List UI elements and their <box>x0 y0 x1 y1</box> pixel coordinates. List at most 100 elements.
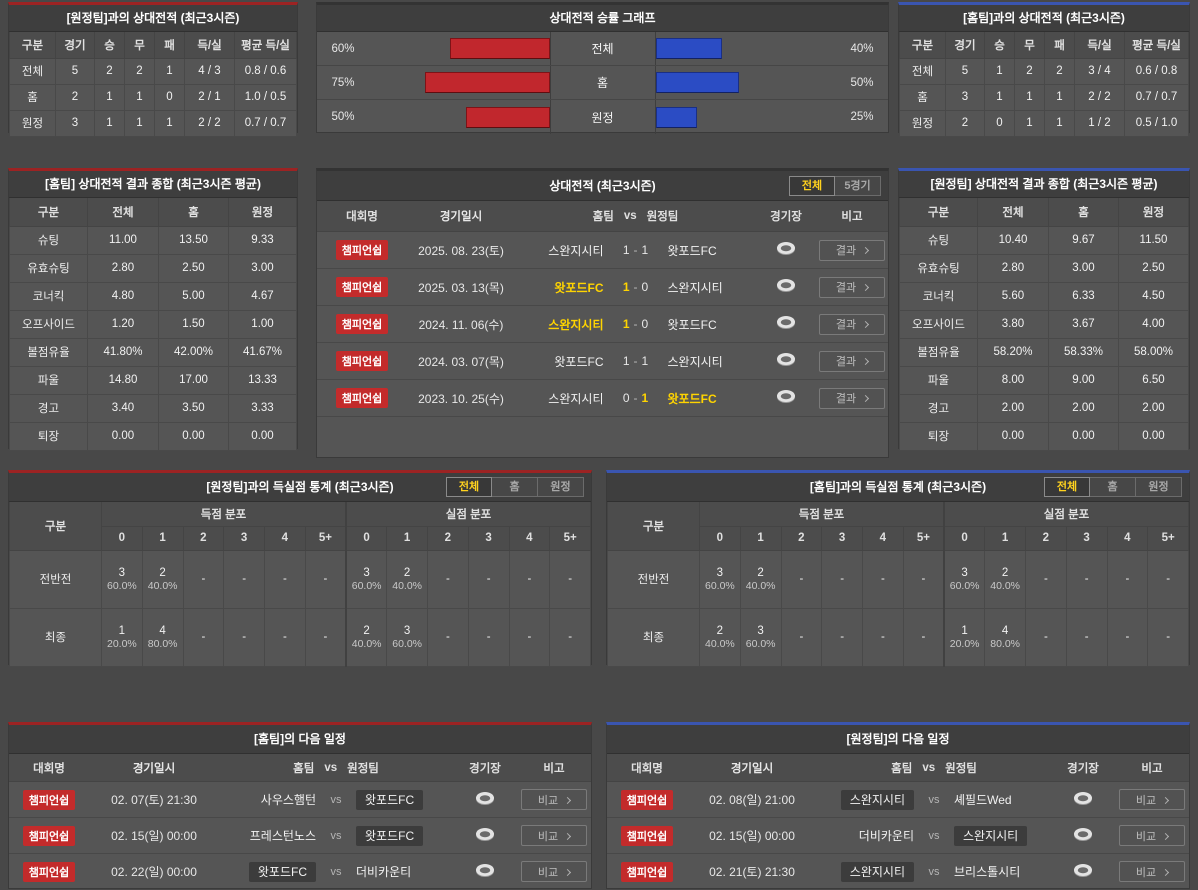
league-cell: 챔피언쉽 <box>9 861 89 882</box>
bin-header: 5+ <box>1147 526 1189 551</box>
stadium-icon[interactable] <box>775 352 797 367</box>
compare-button[interactable]: 비교 <box>1119 825 1185 846</box>
chart-category-label: 홈 <box>596 76 609 90</box>
row-label: 유효슈팅 <box>9 253 88 283</box>
goal-dist-cell: - <box>862 607 904 667</box>
row-label: 오프사이드 <box>9 309 88 339</box>
away-team: 왓포드FC <box>667 391 717 406</box>
stadium-icon[interactable] <box>775 241 797 256</box>
stat-value: 0.00 <box>977 421 1049 451</box>
stadium-icon[interactable] <box>775 389 797 404</box>
bin-header: 0 <box>699 526 741 551</box>
col-header: 득/실 <box>1074 32 1125 59</box>
col-group-conceded: 실점 분포 <box>345 502 591 527</box>
stat-value: 8.00 <box>977 365 1049 395</box>
match-date: 2024. 03. 07(목) <box>418 354 504 369</box>
tab-home[interactable]: 홈 <box>492 477 538 497</box>
stadium-icon[interactable] <box>775 315 797 330</box>
col-header: 구분 <box>899 198 978 227</box>
tab-all[interactable]: 전체 <box>446 477 492 497</box>
away-team-wrap: 더비카운티 <box>356 863 453 880</box>
stadium-icon[interactable] <box>775 278 797 293</box>
stat-value: 6.50 <box>1118 365 1189 395</box>
result-button-label: 결과 <box>835 282 857 294</box>
col-header-teams: 홈팀 vs 원정팀 <box>515 208 756 224</box>
compare-button[interactable]: 비교 <box>1119 789 1185 810</box>
goal-count: 3 <box>118 566 126 579</box>
stadium-icon[interactable] <box>1072 827 1094 842</box>
row-label: 슈팅 <box>899 225 978 255</box>
result-button[interactable]: 결과 <box>819 350 885 372</box>
table-row: 슈팅 11.00 13.50 9.33 <box>9 225 297 255</box>
home-team: 왓포드FC <box>248 862 316 882</box>
stadium-icon[interactable] <box>474 863 496 878</box>
chevron-right-icon <box>564 832 572 840</box>
away-team-wrap: 브리스톨시티 <box>954 863 1051 880</box>
col-header: 전체 <box>977 198 1049 227</box>
goal-count: - <box>527 573 532 585</box>
result-button[interactable]: 결과 <box>819 387 885 409</box>
goal-count: 2 <box>363 624 370 637</box>
goal-dist-cell: - <box>1106 549 1149 609</box>
league-badge: 챔피언쉽 <box>22 825 76 846</box>
goal-stats-table: 구분 득점 분포 실점 분포 0 1 2 3 4 5+ 0 1 2 3 4 5+ 전반전 3 60.0… <box>9 502 591 667</box>
result-button[interactable]: 결과 <box>819 239 885 261</box>
tab-5games[interactable]: 5경기 <box>835 176 881 196</box>
match-teams: 스완지시티 1-1 왓포드FC <box>515 242 756 259</box>
away-team: 왓포드FC <box>667 317 717 332</box>
h2h-vs-home-table: 구분 경기 승 무 패 득/실 평균 득/실 전체 5 1 2 2 3 / 4 … <box>899 32 1189 137</box>
home-score: 1 <box>622 243 630 257</box>
match-teams: 스완지시티 0-1 왓포드FC <box>515 390 756 407</box>
stadium-icon[interactable] <box>474 827 496 842</box>
stat-value: 0.00 <box>87 421 159 451</box>
chevron-right-icon <box>862 246 870 255</box>
tab-away[interactable]: 원정 <box>538 477 584 497</box>
goal-dist-cell: - <box>1065 549 1108 609</box>
stadium-icon[interactable] <box>1072 863 1094 878</box>
stadium-icon[interactable] <box>474 791 496 806</box>
schedule-list-header: 대회명 경기일시 홈팀 vs 원정팀 경기장 비고 <box>607 754 1189 782</box>
goal-dist-cell: - <box>508 607 551 667</box>
score-separator: - <box>633 280 638 294</box>
goal-stats-tabs: 전체 홈 원정 <box>1044 477 1182 497</box>
goal-dist-cell: - <box>1147 549 1189 609</box>
goal-pct: 60.0% <box>745 637 776 650</box>
panel-title: [원정팀]의 다음 일정 <box>607 725 1189 754</box>
row-label: 경고 <box>9 393 88 423</box>
panel-title-text: 상대전적 (최근3시즌) <box>549 179 656 193</box>
result-button[interactable]: 결과 <box>819 276 885 298</box>
home-win-bar <box>449 38 550 59</box>
row-label: 볼점유율 <box>899 337 978 367</box>
goal-dist-cell: - <box>223 607 265 667</box>
goal-count: 1 <box>961 624 968 637</box>
col-header: 경기 <box>55 32 95 59</box>
compare-button[interactable]: 비교 <box>521 825 587 846</box>
goal-dist-cell: 3 60.0% <box>699 549 741 609</box>
match-date: 02. 15(일) 00:00 <box>111 829 197 843</box>
stadium-icon[interactable] <box>1072 791 1094 806</box>
match-teams: 사우스햄턴 vs 왓포드FC <box>219 790 453 810</box>
tab-all[interactable]: 전체 <box>789 176 835 196</box>
chevron-right-icon <box>862 394 870 403</box>
goal-pct: 60.0% <box>392 637 423 650</box>
away-score: 1 <box>641 391 649 405</box>
row-label: 유효슈팅 <box>899 253 978 283</box>
col-header: 구분 <box>899 32 946 59</box>
stat-value: 10.40 <box>977 225 1049 255</box>
compare-button[interactable]: 비교 <box>1119 861 1185 882</box>
result-button-label: 결과 <box>835 393 857 405</box>
compare-button[interactable]: 비교 <box>521 861 587 882</box>
compare-button[interactable]: 비교 <box>521 789 587 810</box>
league-cell: 챔피언쉽 <box>317 240 407 260</box>
goal-dist-cell: - <box>304 607 347 667</box>
home-team-wrap: 왓포드FC <box>219 862 316 882</box>
result-button[interactable]: 결과 <box>819 313 885 335</box>
tab-home[interactable]: 홈 <box>1090 477 1136 497</box>
bin-header: 0 <box>943 526 986 551</box>
stat-value: 1 / 2 <box>1074 109 1125 137</box>
schedule-row: 챔피언쉽 02. 15(일) 00:00 프레스턴노스 vs 왓포드FC 비교 <box>9 818 591 854</box>
tab-away[interactable]: 원정 <box>1136 477 1182 497</box>
goal-dist-cell: 1 20.0% <box>943 607 986 667</box>
tab-all[interactable]: 전체 <box>1044 477 1090 497</box>
stat-value: 2 <box>1014 57 1045 85</box>
